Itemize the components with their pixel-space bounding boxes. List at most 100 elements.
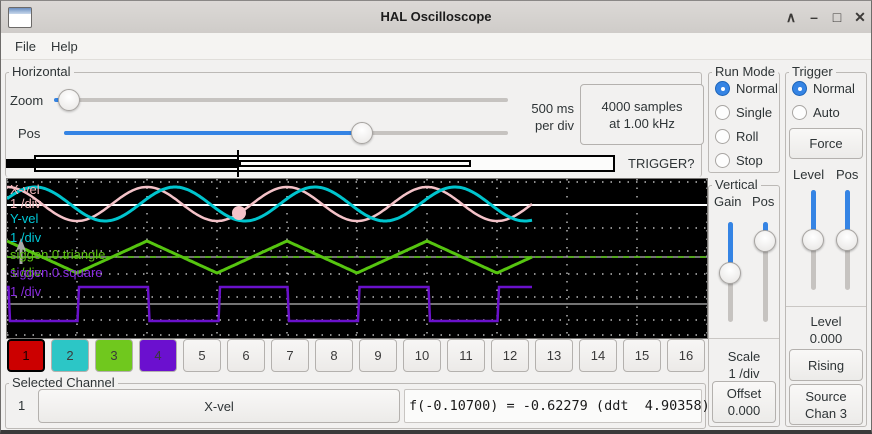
offset-button[interactable]: Offset 0.000 [712,381,776,423]
close-icon[interactable]: ✕ [854,9,866,25]
trigger-pos-slider-handle[interactable] [836,229,858,251]
force-button[interactable]: Force [789,128,863,159]
run-mode-single[interactable]: Single [715,104,777,122]
selected-channel-name: X-vel [204,398,234,414]
time-per-div-label: 500 ms per div [512,100,574,134]
zoom-slider-handle[interactable] [58,89,80,111]
trigger-pos-slider[interactable] [836,190,858,290]
scope-display[interactable]: X-vel 1 /div Y-vel 1 /div siggen.0.triangle 1… [6,178,708,339]
level-readout-value: 0.000 [809,331,843,346]
run-mode-group: Run Mode Normal Single Roll Stop [708,64,780,173]
zoom-label: Zoom [10,93,44,108]
edge-button[interactable]: Rising [789,349,863,381]
run-mode-single-label: Single [736,105,773,120]
channel-button-12[interactable]: 12 [491,339,529,372]
pos-label: Pos [18,126,41,141]
vertical-pos-slider-track[interactable] [762,222,768,322]
edge-button-label: Rising [807,357,845,373]
vertical-group-label: Vertical [712,177,761,193]
channel-button-15[interactable]: 15 [623,339,661,372]
scale-value: 1 /div [728,366,760,381]
radio-checked-icon[interactable] [715,81,730,96]
vertical-pos-label: Pos [752,194,775,209]
zoom-slider-track[interactable] [54,98,508,102]
svg-text:1 /div: 1 /div [10,196,42,211]
channel-button-1[interactable]: 1 [7,339,45,372]
zoom-slider[interactable] [54,89,508,111]
channel-button-4[interactable]: 4 [139,339,177,372]
horizontal-group: Horizontal Zoom Pos 500 ms per div 4000 … [5,64,704,177]
level-slider-fill [810,190,816,240]
trigger-normal-label: Normal [813,81,855,96]
menubar: File Help [1,33,871,60]
channel-button-14[interactable]: 14 [579,339,617,372]
trigger-position-bar[interactable]: TRIGGER? [1,149,707,178]
gain-label: Gain [714,194,742,209]
trigger-group-label: Trigger [789,64,836,80]
maximize-icon[interactable]: □ [832,9,842,25]
trigger-auto-label: Auto [813,105,840,120]
samples-info-box: 4000 samples at 1.00 kHz [580,84,704,145]
level-readout-label: Level [810,314,842,329]
svg-text:1 /div: 1 /div [10,265,42,280]
horizontal-group-label: Horizontal [9,64,74,80]
channel-button-6[interactable]: 6 [227,339,265,372]
source-button[interactable]: Source Chan 3 [789,384,863,425]
run-mode-normal[interactable]: Normal [715,80,778,98]
channel-button-10[interactable]: 10 [403,339,441,372]
channel-button-7[interactable]: 7 [271,339,309,372]
vertical-pos-slider-handle[interactable] [754,230,776,252]
channel-button-8[interactable]: 8 [315,339,353,372]
radio-icon[interactable] [715,129,730,144]
titlebar: HAL Oscilloscope ∧ – □ ✕ [1,1,871,34]
selected-channel-name-button[interactable]: X-vel [38,389,400,423]
channel-button-9[interactable]: 9 [359,339,397,372]
samples-count: 4000 samples [601,98,683,114]
time-per-div-unit: per div [534,118,574,133]
channel-value-readout: f(-0.10700) = -0.62279 (ddt 4.90358) [404,389,710,423]
offset-label: Offset [726,386,762,401]
force-button-label: Force [809,136,843,151]
channel-button-5[interactable]: 5 [183,339,221,372]
level-slider[interactable] [802,190,824,290]
run-mode-stop[interactable]: Stop [715,152,777,170]
svg-text:Y-vel: Y-vel [10,211,39,226]
gain-slider-handle[interactable] [719,262,741,284]
radio-icon[interactable] [792,105,807,120]
record-extent-bar [6,159,239,168]
time-per-div-value: 500 ms [531,101,574,116]
svg-text:siggen.0.triangle: siggen.0.triangle [10,247,105,262]
level-label: Level [793,167,825,182]
display-extent-outline [239,160,471,167]
level-readout: Level 0.000 [786,313,866,347]
run-mode-group-label: Run Mode [712,64,778,80]
pos-slider[interactable] [64,122,508,144]
menu-file[interactable]: File [15,39,36,54]
channel-button-11[interactable]: 11 [447,339,485,372]
minimize-icon[interactable]: – [810,9,818,25]
channel-button-16[interactable]: 16 [667,339,705,372]
channel-button-3[interactable]: 3 [95,339,133,372]
source-button-label: Source [805,388,847,404]
run-mode-normal-label: Normal [736,81,778,96]
shade-icon[interactable]: ∧ [785,9,797,25]
menu-help[interactable]: Help [51,39,78,54]
gain-slider[interactable] [719,222,741,322]
run-mode-roll[interactable]: Roll [715,128,777,146]
radio-checked-icon[interactable] [792,81,807,96]
trigger-pos-label: Pos [836,167,859,182]
level-slider-handle[interactable] [802,229,824,251]
radio-icon[interactable] [715,153,730,168]
trigger-normal[interactable]: Normal [792,80,864,98]
radio-icon[interactable] [715,105,730,120]
channel-button-2[interactable]: 2 [51,339,89,372]
vertical-pos-slider[interactable] [754,222,776,322]
pos-slider-handle[interactable] [351,122,373,144]
channel-button-13[interactable]: 13 [535,339,573,372]
app-icon [8,7,32,28]
run-mode-stop-label: Stop [736,153,763,168]
trigger-auto[interactable]: Auto [792,104,864,122]
pos-slider-fill [64,131,362,135]
